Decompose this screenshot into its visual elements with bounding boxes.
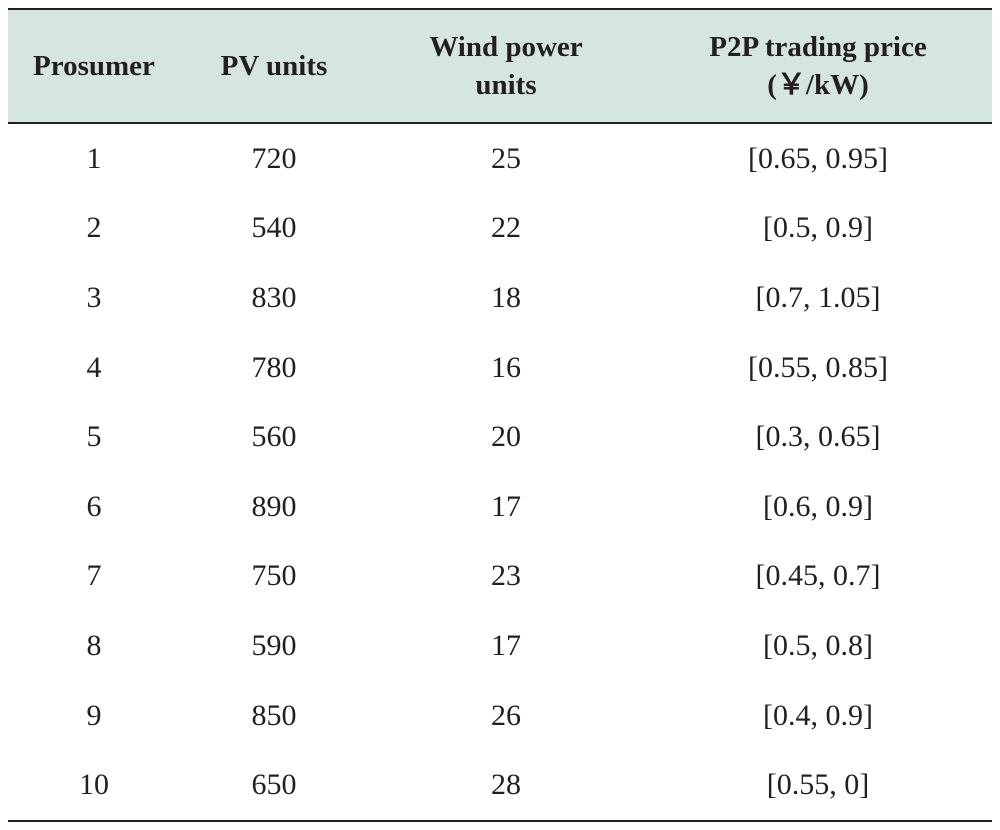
table-row: 7 750 23 [0.45, 0.7]	[8, 542, 992, 612]
header-price-line-2: (￥/kW)	[767, 69, 869, 101]
cell-price-range: [0.65, 0.95]	[748, 141, 888, 175]
cell-prosumer: 5	[86, 420, 102, 454]
cell-price-range: [0.55, 0]	[766, 768, 870, 802]
cell-wind-units: 17	[491, 628, 521, 662]
cell-prosumer: 3	[86, 280, 102, 314]
cell-pv-units: 720	[251, 141, 297, 175]
table-row: 3 830 18 [0.7, 1.05]	[8, 263, 992, 333]
table-header-row: Prosumer PV units Wind power units P2P t…	[8, 9, 992, 123]
table-row: 2 540 22 [0.5, 0.9]	[8, 194, 992, 264]
table-row: 9 850 26 [0.4, 0.9]	[8, 681, 992, 751]
cell-pv-units: 850	[251, 698, 297, 732]
table-body: 1 720 25 [0.65, 0.95] 2 540 22 [0.5, 0.9] 3 830 18…	[8, 123, 992, 821]
cell-pv-units: 590	[251, 628, 297, 662]
cell-price-range: [0.55, 0.85]	[748, 350, 888, 384]
cell-pv-units: 830	[251, 280, 297, 314]
header-prosumer: Prosumer	[8, 9, 180, 123]
header-wind-power-units: Wind power units	[368, 9, 644, 123]
prosumer-parameters-table: Prosumer PV units Wind power units P2P t…	[8, 8, 992, 822]
cell-wind-units: 26	[491, 698, 521, 732]
cell-wind-units: 17	[491, 489, 521, 523]
table-row: 6 890 17 [0.6, 0.9]	[8, 472, 992, 542]
cell-prosumer: 6	[86, 489, 102, 523]
header-prosumer-line-1: Prosumer	[33, 50, 155, 82]
cell-price-range: [0.5, 0.8]	[763, 628, 873, 662]
data-table-container: Prosumer PV units Wind power units P2P t…	[8, 8, 992, 822]
cell-pv-units: 750	[251, 559, 297, 593]
cell-wind-units: 20	[491, 420, 521, 454]
table-row: 10 650 28 [0.55, 0]	[8, 750, 992, 821]
cell-wind-units: 25	[491, 141, 521, 175]
table-row: 8 590 17 [0.5, 0.8]	[8, 611, 992, 681]
cell-wind-units: 28	[491, 768, 521, 802]
cell-price-range: [0.7, 1.05]	[755, 280, 881, 314]
table-row: 4 780 16 [0.55, 0.85]	[8, 333, 992, 403]
cell-price-range: [0.3, 0.65]	[755, 420, 881, 454]
cell-wind-units: 16	[491, 350, 521, 384]
cell-prosumer: 2	[86, 211, 102, 245]
cell-prosumer: 8	[86, 628, 102, 662]
header-p2p-trading-price: P2P trading price (￥/kW)	[644, 9, 992, 123]
cell-prosumer: 4	[86, 350, 102, 384]
cell-price-range: [0.6, 0.9]	[763, 489, 873, 523]
cell-pv-units: 780	[251, 350, 297, 384]
cell-price-range: [0.45, 0.7]	[755, 559, 881, 593]
cell-pv-units: 650	[251, 768, 297, 802]
cell-pv-units: 540	[251, 211, 297, 245]
header-price-line-1: P2P trading price	[709, 31, 927, 63]
cell-price-range: [0.5, 0.9]	[763, 211, 873, 245]
cell-prosumer: 9	[86, 698, 102, 732]
cell-wind-units: 23	[491, 559, 521, 593]
header-wind-line-2: units	[475, 69, 537, 101]
cell-prosumer: 1	[86, 141, 102, 175]
table-row: 1 720 25 [0.65, 0.95]	[8, 123, 992, 194]
cell-pv-units: 560	[251, 420, 297, 454]
cell-prosumer: 7	[86, 559, 102, 593]
cell-wind-units: 18	[491, 280, 521, 314]
header-pv-units-line-1: PV units	[220, 50, 328, 82]
cell-pv-units: 890	[251, 489, 297, 523]
header-wind-line-1: Wind power	[429, 31, 583, 63]
header-pv-units: PV units	[180, 9, 368, 123]
cell-price-range: [0.4, 0.9]	[763, 698, 873, 732]
cell-wind-units: 22	[491, 211, 521, 245]
cell-prosumer: 10	[79, 768, 109, 802]
table-row: 5 560 20 [0.3, 0.65]	[8, 402, 992, 472]
